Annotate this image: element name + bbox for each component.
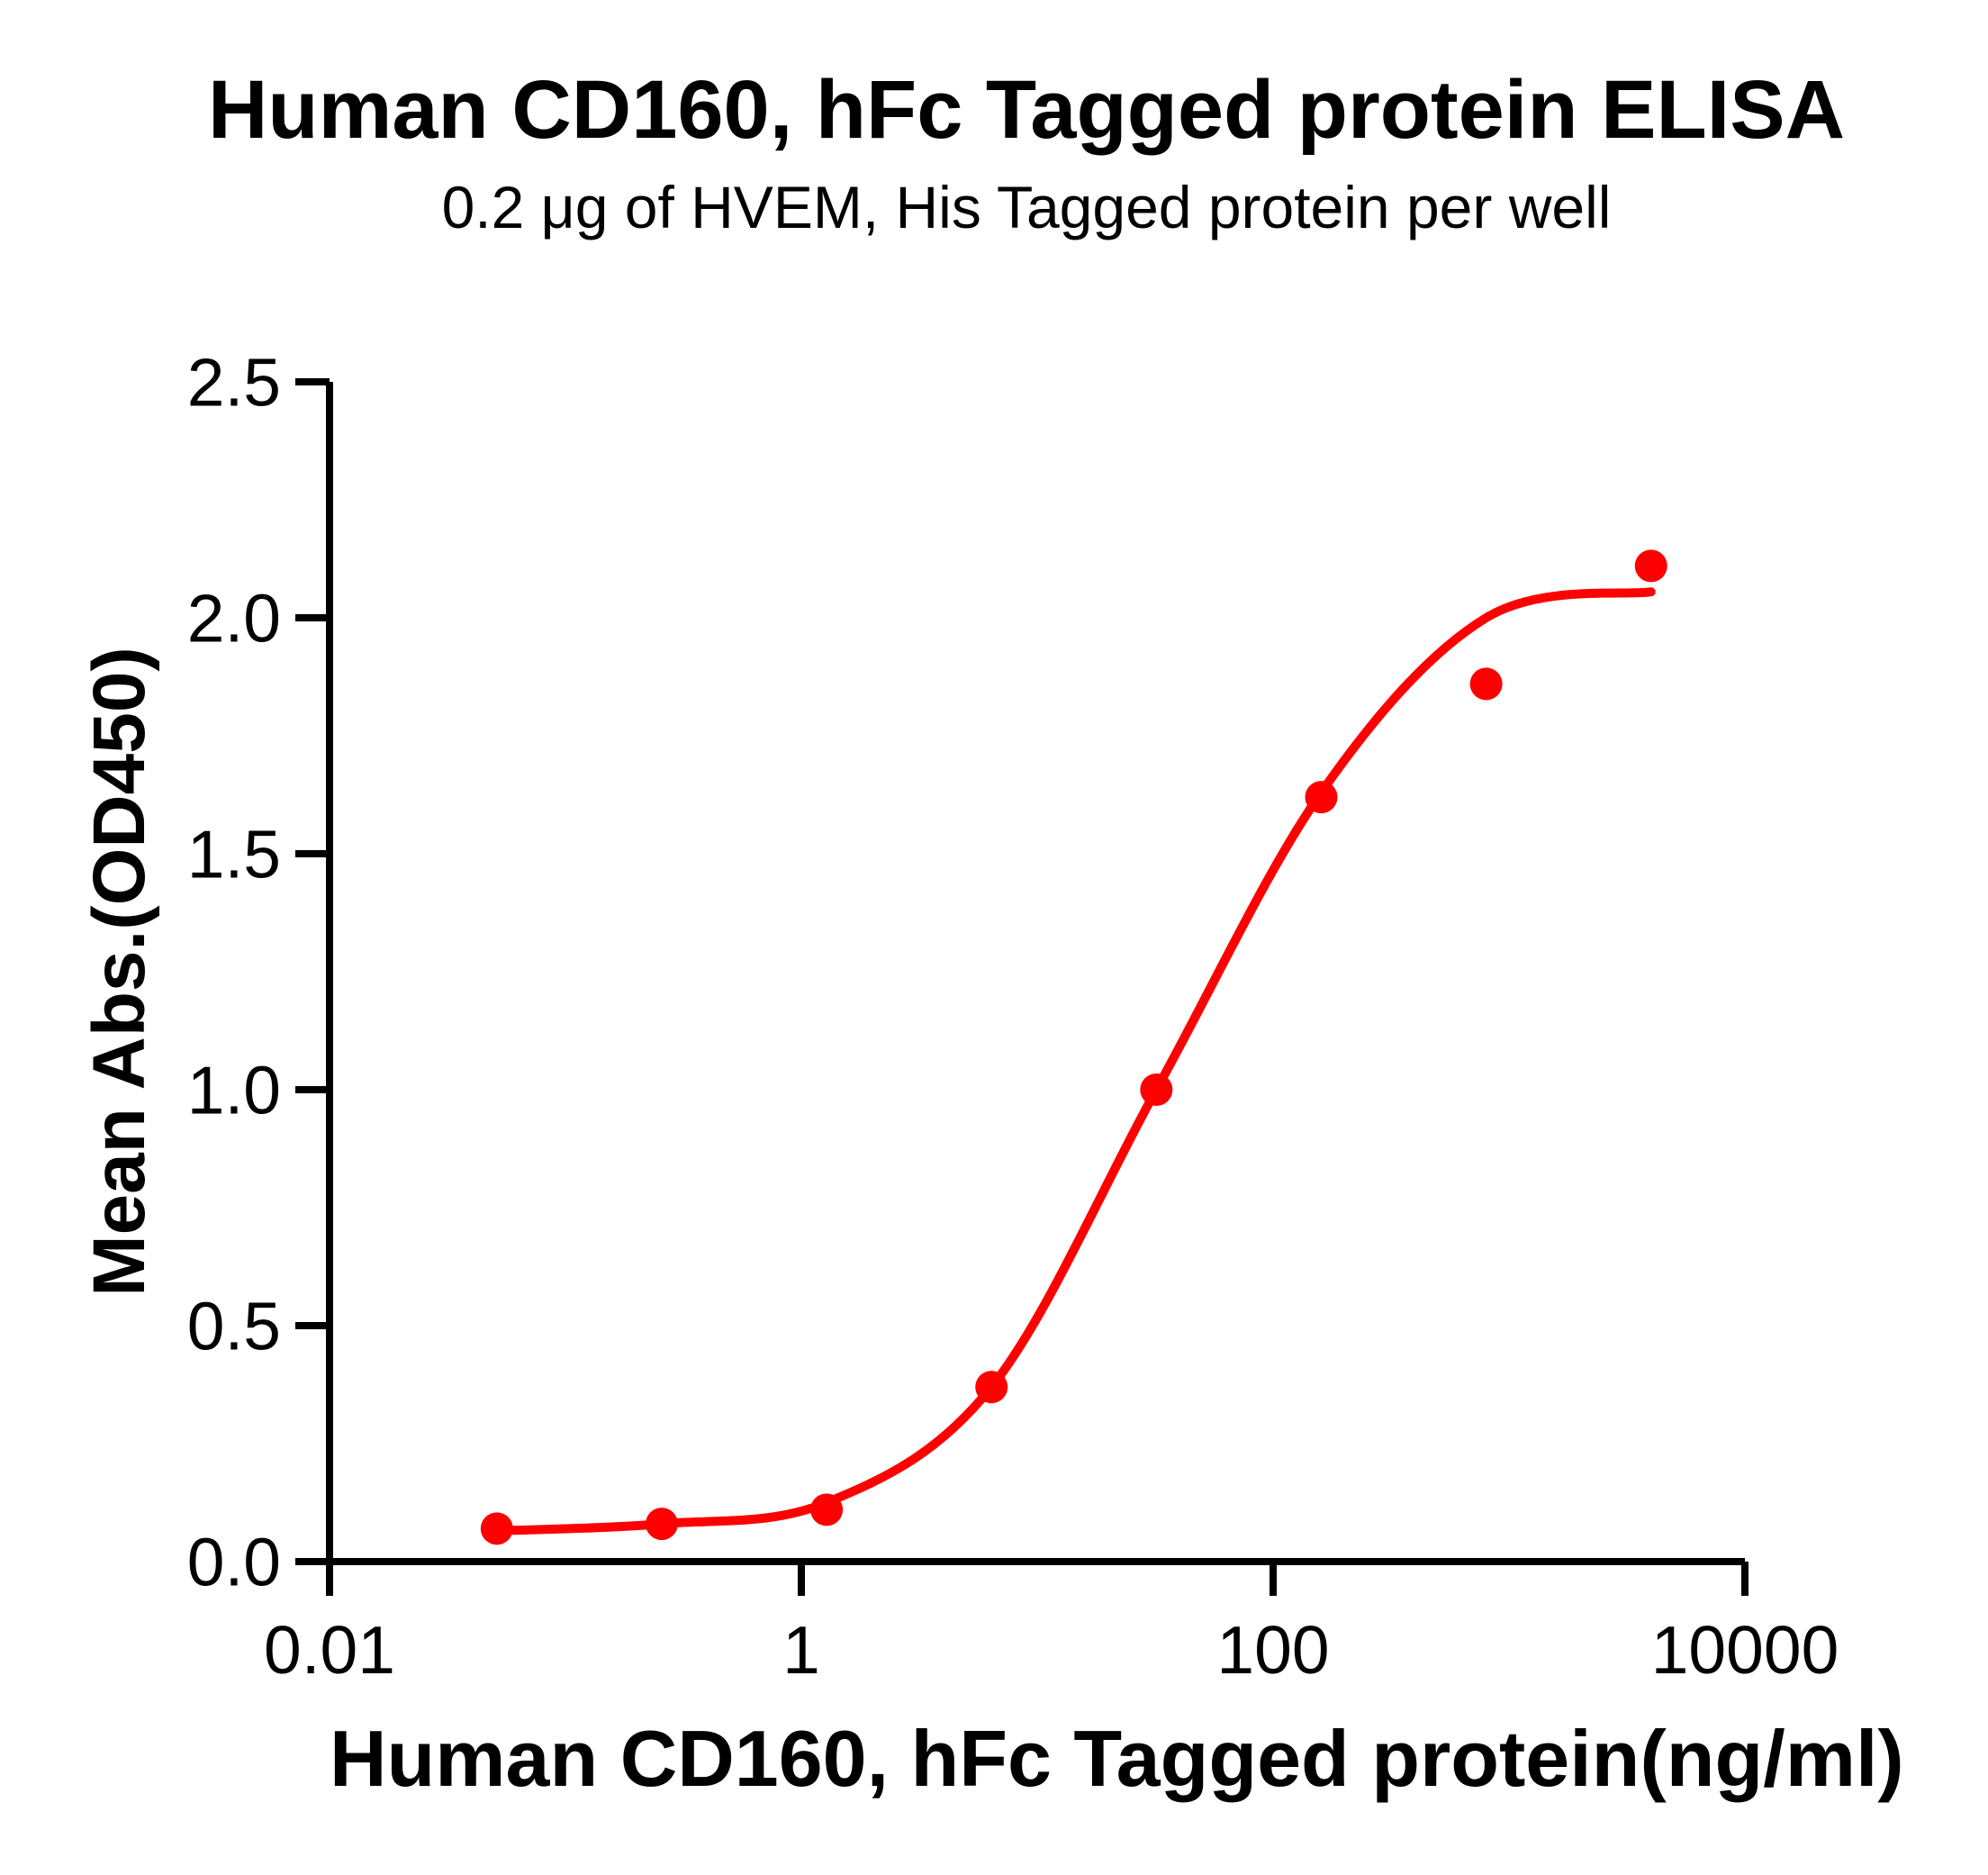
y-tick-label: 1.0 (187, 1052, 281, 1128)
x-axis-title: Human CD160, hFc Tagged protein(ng/ml) (330, 1714, 1904, 1803)
x-tick-label: 0.01 (264, 1612, 395, 1688)
data-point (1305, 781, 1338, 814)
x-tick-label: 1 (782, 1612, 820, 1688)
data-point (1634, 549, 1667, 583)
chart-title: Human CD160, hFc Tagged protein ELISA (207, 64, 1846, 156)
x-tick-label: 10000 (1651, 1612, 1839, 1688)
data-point (645, 1508, 678, 1541)
x-tick-label: 100 (1216, 1612, 1329, 1688)
y-tick-label: 2.0 (187, 580, 281, 656)
data-point (810, 1493, 844, 1526)
data-point (480, 1512, 513, 1545)
data-point (1469, 667, 1503, 701)
fit-curve (492, 587, 1656, 1535)
y-tick-label: 2.5 (187, 344, 281, 420)
y-tick-label: 0.0 (187, 1524, 281, 1599)
chart-subtitle: 0.2 μg of HVEM, His Tagged protein per w… (441, 174, 1612, 240)
data-point (975, 1371, 1008, 1404)
y-tick-label: 1.5 (187, 816, 281, 892)
y-tick-label: 0.5 (187, 1288, 281, 1363)
data-point (1140, 1073, 1173, 1106)
y-axis-title: Mean Abs.(OD450) (78, 647, 160, 1297)
